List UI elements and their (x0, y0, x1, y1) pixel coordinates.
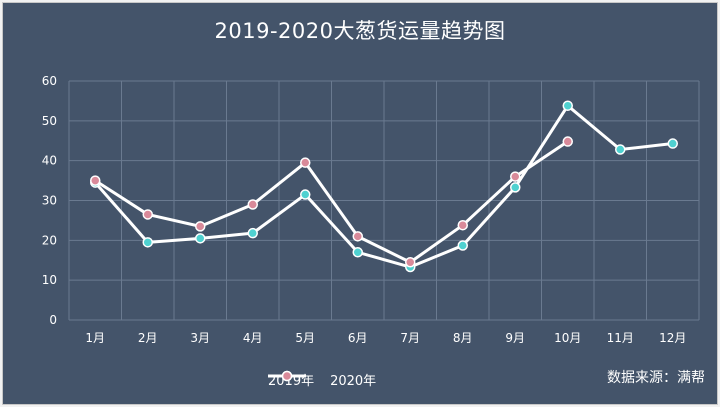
series-line-2 (94, 140, 569, 264)
data-point (142, 237, 153, 248)
data-point (405, 256, 416, 268)
y-tick-label: 60 (42, 74, 57, 88)
x-tick-label: 3月 (190, 331, 210, 345)
data-point (352, 231, 363, 242)
x-tick-label: 2月 (138, 331, 158, 345)
legend-swatch-2020 (268, 370, 306, 382)
data-point (510, 182, 521, 193)
y-tick-label: 0 (49, 313, 57, 327)
data-point (195, 221, 206, 232)
data-point (352, 247, 363, 258)
legend-item-2020: 2020年 (268, 370, 377, 389)
data-point (615, 144, 626, 155)
x-tick-label: 5月 (295, 331, 315, 345)
data-point (562, 100, 573, 111)
data-point (90, 175, 101, 186)
x-tick-label: 12月 (659, 331, 686, 345)
series-line-1 (94, 104, 673, 269)
y-tick-label: 20 (42, 233, 57, 247)
x-tick-label: 7月 (400, 331, 420, 345)
x-tick-label: 1月 (85, 331, 105, 345)
data-source-note: 数据来源：满帮 (607, 370, 705, 386)
x-tick-label: 4月 (243, 331, 263, 345)
data-point (562, 136, 573, 147)
x-tick-label: 8月 (453, 331, 473, 345)
y-tick-label: 10 (42, 273, 57, 287)
y-tick-label: 50 (42, 114, 57, 128)
x-tick-label: 9月 (505, 331, 525, 345)
data-point (667, 138, 678, 149)
y-tick-label: 40 (42, 154, 57, 168)
data-point (510, 171, 521, 182)
data-point (300, 189, 311, 200)
legend-label-2019: 2019年 (268, 374, 315, 389)
data-point (457, 240, 468, 251)
legend: 2019年 2020年 (268, 370, 376, 389)
data-point (457, 219, 468, 231)
line-chart: 0 10 20 30 40 50 60 1月 2月 3月 4月 5月 6月 7月 8月 9月 10月 11月 12月 (42, 74, 700, 345)
x-tick-label: 10月 (554, 331, 581, 345)
x-tick-label: 6月 (348, 331, 368, 345)
data-point (142, 209, 153, 220)
data-point (195, 233, 206, 244)
legend-label-2020: 2020年 (330, 374, 377, 389)
y-tick-label: 30 (42, 194, 57, 208)
x-tick-label: 11月 (607, 331, 634, 345)
chart-title: 2019-2020大葱货运量趋势图 (214, 19, 506, 43)
data-point (300, 157, 311, 168)
data-point (247, 227, 258, 239)
data-point (247, 199, 258, 210)
